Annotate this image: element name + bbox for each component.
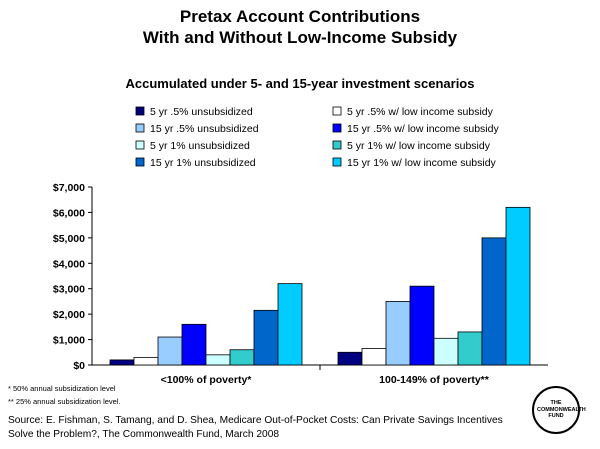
bar	[505, 206, 531, 366]
legend-label: 15 yr 1% unsubsidized	[150, 157, 256, 169]
footnote-2: ** 25% annual subsidization level.	[8, 397, 121, 406]
y-tick-label: $0	[73, 360, 85, 372]
bar	[181, 323, 207, 366]
y-tick-label: $1,000	[53, 335, 85, 347]
legend-swatch	[135, 140, 145, 150]
y-tick-label: $7,000	[53, 182, 85, 194]
bar	[157, 336, 183, 366]
chart-title: Pretax Account Contributions With and Wi…	[0, 6, 600, 48]
title-line-1: Pretax Account Contributions	[179, 7, 421, 26]
y-tick-label: $4,000	[53, 258, 85, 270]
legend-swatch	[135, 157, 145, 167]
legend-swatch	[332, 123, 342, 133]
legend-label: 15 yr .5% w/ low income subsidy	[347, 123, 499, 135]
source-citation: Source: E. Fishman, S. Tamang, and D. Sh…	[8, 414, 528, 442]
bar	[481, 237, 507, 366]
bar	[385, 301, 411, 366]
logo-text: THE COMMONWEALTH FUND	[537, 400, 586, 420]
source-line-2: Solve the Problem?, The Commonwealth Fun…	[8, 429, 280, 440]
footnote-1: * 50% annual subsidization level	[8, 384, 116, 393]
y-tick-label: $3,000	[53, 284, 85, 296]
bar	[457, 331, 483, 366]
legend-swatch	[135, 123, 145, 133]
source-line-1: Source: E. Fishman, S. Tamang, and D. Sh…	[8, 415, 503, 426]
legend-swatch	[332, 106, 342, 116]
bar	[229, 349, 255, 366]
commonwealth-fund-logo: THE COMMONWEALTH FUND	[532, 386, 586, 434]
x-category-label: <100% of poverty*	[161, 374, 253, 386]
x-category-label: 100-149% of poverty**	[379, 374, 490, 386]
y-tick-label: $2,000	[53, 309, 85, 321]
title-line-2: With and Without Low-Income Subsidy	[142, 28, 458, 47]
legend-label: 15 yr 1% w/ low income subsidy	[347, 157, 497, 169]
bar	[253, 309, 279, 366]
legend-label: 5 yr 1% unsubsidized	[150, 140, 250, 152]
legend-label: 5 yr .5% w/ low income subsidy	[347, 106, 494, 118]
bar	[433, 337, 459, 366]
bar	[277, 283, 303, 366]
bar	[109, 359, 135, 366]
legend-label: 5 yr .5% unsubsidized	[150, 106, 253, 118]
y-tick-label: $6,000	[53, 207, 85, 219]
bar	[205, 354, 231, 366]
legend-swatch	[332, 140, 342, 150]
y-tick-label: $5,000	[53, 233, 85, 245]
legend-label: 5 yr 1% w/ low income subsidy	[347, 140, 491, 152]
legend-swatch	[332, 157, 342, 167]
bar	[409, 285, 435, 366]
chart-subtitle: Accumulated under 5- and 15-year investm…	[125, 76, 475, 91]
bar	[337, 351, 363, 366]
legend-label: 15 yr .5% unsubsidized	[150, 123, 259, 135]
bar	[361, 348, 387, 366]
bar	[133, 356, 159, 366]
legend-swatch	[135, 106, 145, 116]
